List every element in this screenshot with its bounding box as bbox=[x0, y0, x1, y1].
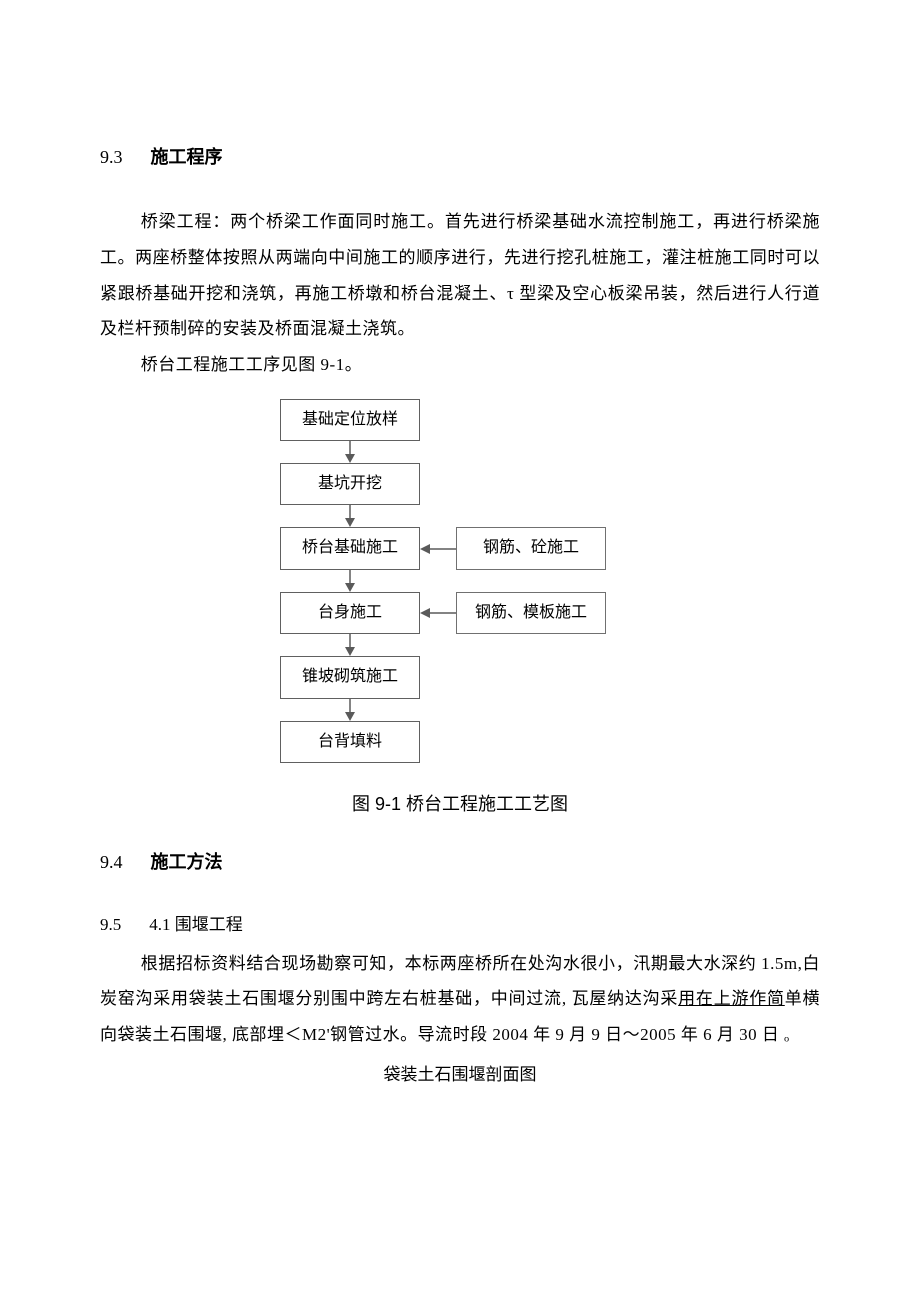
section-heading-9-4: 9.4 施工方法 bbox=[100, 845, 820, 879]
flowchart-row-4: 台身施工 钢筋、模板施工 bbox=[270, 592, 650, 634]
flowchart-row-6: 台背填料 bbox=[270, 721, 650, 763]
flowchart-arrow-down-3 bbox=[270, 570, 430, 592]
figure-caption: 图 9-1 桥台工程施工工艺图 bbox=[100, 787, 820, 821]
subsection-title-95: 4.1 围堰工程 bbox=[149, 909, 243, 941]
flowchart-node-4: 台身施工 bbox=[280, 592, 420, 634]
flowchart-arrow-down-5 bbox=[270, 699, 430, 721]
section-number-95: 9.5 bbox=[100, 909, 121, 941]
paragraph-1: 桥梁工程：两个桥梁工作面同时施工。首先进行桥梁基础水流控制施工，再进行桥梁施工。… bbox=[100, 204, 820, 347]
paragraph-3: 根据招标资料结合现场勘察可知，本标两座桥所在处沟水很小，汛期最大水深约 1.5m… bbox=[100, 946, 820, 1053]
sub-figure-caption: 袋装土石围堰剖面图 bbox=[100, 1059, 820, 1091]
flowchart-arrow-down-1 bbox=[270, 441, 430, 463]
paragraph-2: 桥台工程施工工序见图 9-1。 bbox=[100, 347, 820, 383]
p3-underlined: 用在上游作简 bbox=[678, 989, 785, 1008]
flowchart-side-node-4: 钢筋、模板施工 bbox=[456, 592, 606, 634]
flowchart-node-6: 台背填料 bbox=[280, 721, 420, 763]
flowchart-node-1: 基础定位放样 bbox=[280, 399, 420, 441]
section-number-94: 9.4 bbox=[100, 845, 123, 879]
section-title-94: 施工方法 bbox=[151, 845, 223, 879]
flowchart-row-5: 锥坡砌筑施工 bbox=[270, 656, 650, 698]
flowchart-row-2: 基坑开挖 bbox=[270, 463, 650, 505]
flowchart-arrow-down-2 bbox=[270, 505, 430, 527]
flowchart-row-1: 基础定位放样 bbox=[270, 399, 650, 441]
section-number: 9.3 bbox=[100, 140, 123, 174]
section-heading-9-3: 9.3 施工程序 bbox=[100, 140, 820, 174]
flowchart-arrow-down-4 bbox=[270, 634, 430, 656]
flowchart-arrow-left-3 bbox=[420, 532, 456, 566]
flowchart-container: 基础定位放样 基坑开挖 桥台基础施工 钢筋、 bbox=[100, 399, 820, 763]
subsection-heading-9-5: 9.5 4.1 围堰工程 bbox=[100, 909, 820, 941]
flowchart-node-5: 锥坡砌筑施工 bbox=[280, 656, 420, 698]
flowchart-arrow-left-4 bbox=[420, 596, 456, 630]
flowchart-side-node-3: 钢筋、砼施工 bbox=[456, 527, 606, 569]
flowchart: 基础定位放样 基坑开挖 桥台基础施工 钢筋、 bbox=[270, 399, 650, 763]
flowchart-node-2: 基坑开挖 bbox=[280, 463, 420, 505]
flowchart-node-3: 桥台基础施工 bbox=[280, 527, 420, 569]
section-title: 施工程序 bbox=[151, 140, 223, 174]
flowchart-row-3: 桥台基础施工 钢筋、砼施工 bbox=[270, 527, 650, 569]
